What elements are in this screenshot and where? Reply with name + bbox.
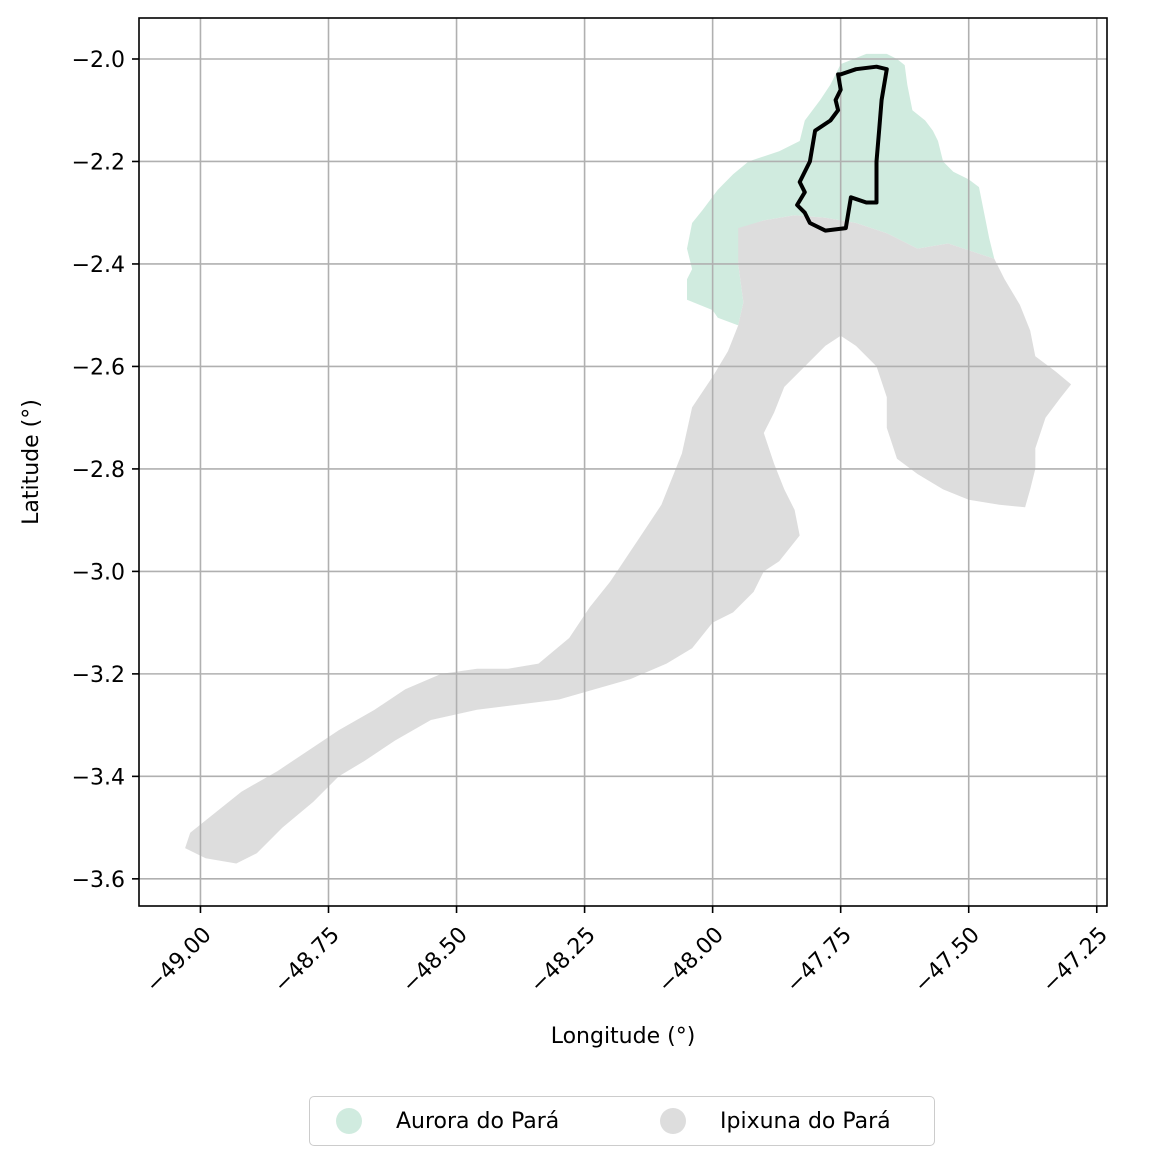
y-tick-label: −3.4 — [72, 765, 125, 790]
x-tick-label: −47.50 — [910, 923, 985, 998]
y-tick-label: −2.6 — [72, 355, 125, 380]
y-tick-label: −2.8 — [72, 458, 125, 483]
x-axis-label: Longitude (°) — [551, 1024, 696, 1049]
x-tick-label: −47.75 — [782, 923, 857, 998]
y-axis-ticks: −2.0 −2.2 −2.4 −2.6 −2.8 −3.0 −3.2 −3.4 −3.6 — [72, 48, 139, 893]
legend-item-aurora: Aurora do Pará — [336, 1097, 559, 1145]
y-tick-label: −3.0 — [72, 560, 125, 585]
y-tick-label: −2.0 — [72, 48, 125, 73]
y-tick-label: −2.4 — [72, 253, 125, 278]
region-ipixuna-do-para — [185, 215, 1072, 864]
y-tick-label: −2.2 — [72, 150, 125, 175]
y-tick-label: −3.2 — [72, 663, 125, 688]
x-tick-label: −48.25 — [526, 923, 601, 998]
x-tick-label: −47.25 — [1038, 923, 1113, 998]
highlighted-area-outline — [795, 64, 889, 233]
x-tick-label: −48.50 — [398, 923, 473, 998]
highlight-layer — [795, 64, 889, 233]
y-axis-label: Latitude (°) — [19, 399, 44, 525]
x-tick-label: −48.00 — [654, 923, 729, 998]
legend-label: Ipixuna do Pará — [720, 1108, 891, 1134]
y-tick-label: −3.6 — [72, 868, 125, 893]
x-tick-label: −48.75 — [269, 923, 344, 998]
legend-swatch-icon — [660, 1108, 686, 1134]
plot-frame — [138, 17, 1108, 907]
map-regions — [185, 53, 1072, 864]
x-tick-label: −49.00 — [141, 923, 216, 998]
legend-label: Aurora do Pará — [396, 1108, 560, 1134]
legend-swatch-icon — [336, 1108, 362, 1134]
legend: Aurora do Pará Ipixuna do Pará — [309, 1096, 935, 1146]
legend-item-ipixuna: Ipixuna do Pará — [660, 1097, 891, 1145]
grid-lines — [139, 18, 1107, 906]
x-axis-ticks: −49.00 −48.75 −48.50 −48.25 −48.00 −47.75 −47.… — [141, 906, 1113, 998]
